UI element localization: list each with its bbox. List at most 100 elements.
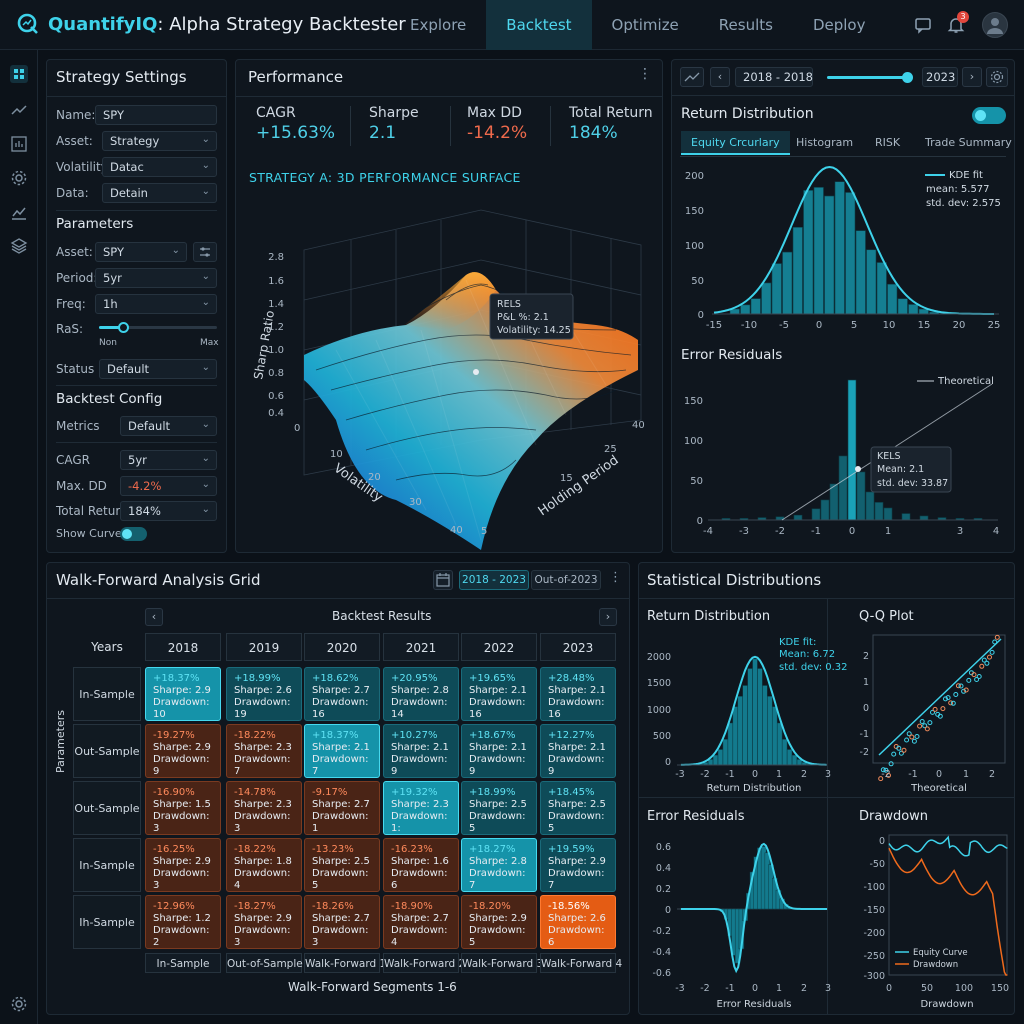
grid-cell[interactable]: +10.27% Sharpe: 2.1 Drawdown: 9	[383, 724, 459, 778]
histogram-bars	[729, 181, 992, 315]
data-select[interactable]: Detain ⌄	[102, 183, 217, 203]
segment-label[interactable]: Walk-Forward 2	[383, 953, 465, 973]
return-bar	[762, 685, 768, 766]
grid-cell[interactable]: +18.37% Sharpe: 2.1 Drawdown: 7	[304, 724, 380, 778]
nav-explore[interactable]: Explore	[410, 16, 467, 34]
cell-sharpe: Sharpe: 2.9	[234, 913, 292, 924]
nav-deploy[interactable]: Deploy	[812, 16, 866, 34]
grid-cell[interactable]: +18.45% Sharpe: 2.5 Drawdown: 5	[540, 781, 616, 835]
segment-label[interactable]: Walk-Forward 3	[461, 953, 543, 973]
next-range-button[interactable]: ›	[962, 67, 982, 87]
grid-cell[interactable]: +28.48% Sharpe: 2.1 Drawdown: 16	[540, 667, 616, 721]
data-label: Data:	[56, 186, 89, 200]
nav-results[interactable]: Results	[718, 16, 773, 34]
grid-cell[interactable]: -16.90% Sharpe: 1.5 Drawdown: 3	[145, 781, 221, 835]
metrics-select[interactable]: Default ⌄	[120, 416, 217, 436]
calendar-icon	[436, 573, 450, 587]
cell-drawdown: Drawdown: 16	[312, 697, 369, 720]
year-field[interactable]: 2023	[922, 67, 958, 87]
ras-slider-track[interactable]	[99, 322, 217, 333]
gear-icon[interactable]	[9, 168, 29, 188]
grid-cell[interactable]: -18.26% Sharpe: 2.7 Drawdown: 3	[304, 895, 380, 949]
grid-cell[interactable]: -14.78% Sharpe: 2.3 Drawdown: 3	[226, 781, 302, 835]
trend-icon[interactable]	[9, 100, 29, 120]
maxdd-value: -4.2%	[128, 479, 162, 493]
line-chart-icon[interactable]	[9, 202, 29, 222]
year-header: 2022	[461, 633, 537, 661]
grid-cell[interactable]: -18.20% Sharpe: 2.9 Drawdown: 5	[461, 895, 537, 949]
layers-icon[interactable]	[9, 236, 29, 256]
segment-label[interactable]: Walk-Forward 4	[540, 953, 622, 973]
more-menu-icon[interactable]: ⋮	[609, 570, 622, 585]
grid-cell[interactable]: +18.62% Sharpe: 2.7 Drawdown: 16	[304, 667, 380, 721]
grid-cell[interactable]: +18.37% Sharpe: 2.9 Drawdown: 10	[145, 667, 221, 721]
tab-trade-summary[interactable]: Trade Summary	[925, 136, 1012, 149]
settings-icon[interactable]	[9, 994, 29, 1014]
next-results-button[interactable]: ›	[599, 608, 617, 626]
period-select[interactable]: 5yr ⌄	[95, 268, 217, 288]
grid-cell[interactable]: -16.25% Sharpe: 2.9 Drawdown: 3	[145, 838, 221, 892]
filter-button[interactable]	[193, 242, 217, 262]
tab-equity[interactable]: Equity Crcurlary	[681, 131, 790, 155]
settings-button[interactable]	[986, 67, 1008, 87]
tab-risk[interactable]: RISK	[875, 136, 901, 149]
performance-title: Performance	[248, 68, 344, 86]
grid-cell[interactable]: -9.17% Sharpe: 2.7 Drawdown: 1	[304, 781, 380, 835]
grid-cell[interactable]: +18.27% Sharpe: 2.8 Drawdown: 7	[461, 838, 537, 892]
cell-return: +19.65%	[469, 673, 516, 684]
dashboard-icon[interactable]	[9, 64, 29, 84]
status-select[interactable]: Default ⌄	[99, 359, 217, 379]
calendar-button[interactable]	[433, 570, 453, 590]
distribution-toggle[interactable]	[972, 107, 1006, 124]
name-input[interactable]: SPY	[95, 105, 217, 125]
chart-icon[interactable]	[9, 134, 29, 154]
total-return-select[interactable]: 184% ⌄	[120, 501, 217, 521]
grid-cell[interactable]: -18.90% Sharpe: 2.7 Drawdown: 4	[383, 895, 459, 949]
grid-cell[interactable]: -19.27% Sharpe: 2.9 Drawdown: 9	[145, 724, 221, 778]
svg-text:150: 150	[684, 396, 703, 407]
maxdd-select[interactable]: -4.2% ⌄	[120, 476, 217, 496]
show-curve-toggle[interactable]	[120, 527, 147, 541]
tab-histogram[interactable]: Histogram	[796, 136, 854, 149]
avatar[interactable]	[982, 12, 1008, 38]
svg-text:-10: -10	[741, 320, 757, 331]
segment-label[interactable]: In-Sample	[145, 953, 221, 973]
segment-label[interactable]: Out-of-Sample	[226, 953, 303, 973]
grid-cell[interactable]: -18.22% Sharpe: 1.8 Drawdown: 4	[226, 838, 302, 892]
more-menu-icon[interactable]: ⋮	[638, 66, 652, 82]
chart-type-button[interactable]	[680, 67, 704, 87]
range-button[interactable]: 2018 - 2023	[459, 570, 529, 590]
prev-range-button[interactable]: ‹	[710, 67, 730, 87]
segment-label[interactable]: Walk-Forward 1	[304, 953, 386, 973]
grid-cell[interactable]: -12.96% Sharpe: 1.2 Drawdown: 2	[145, 895, 221, 949]
grid-cell[interactable]: -13.23% Sharpe: 2.5 Drawdown: 5	[304, 838, 380, 892]
year-slider[interactable]	[827, 72, 913, 83]
grid-cell[interactable]: +19.59% Sharpe: 2.9 Drawdown: 7	[540, 838, 616, 892]
freq-select[interactable]: 1h ⌄	[95, 294, 217, 314]
grid-cell[interactable]: -16.23% Sharpe: 1.6 Drawdown: 6	[383, 838, 459, 892]
oos-button[interactable]: Out-of-2023	[531, 570, 601, 590]
grid-cell[interactable]: -18.22% Sharpe: 2.3 Drawdown: 7	[226, 724, 302, 778]
grid-cell[interactable]: +19.32% Sharpe: 2.3 Drawdown: 1:	[383, 781, 459, 835]
grid-cell[interactable]: +12.27% Sharpe: 2.1 Drawdown: 9	[540, 724, 616, 778]
param-asset-select[interactable]: SPY ⌄	[95, 242, 187, 262]
grid-cell[interactable]: -18.27% Sharpe: 2.9 Drawdown: 3	[226, 895, 302, 949]
ras-slider-handle[interactable]	[117, 322, 129, 333]
grid-cell[interactable]: -18.56% Sharpe: 2.6 Drawdown: 6	[540, 895, 616, 949]
prev-results-button[interactable]: ‹	[145, 608, 163, 626]
cagr-select[interactable]: 5yr ⌄	[120, 450, 217, 470]
nav-backtest[interactable]: Backtest	[486, 0, 592, 50]
grid-cell[interactable]: +19.65% Sharpe: 2.1 Drawdown: 16	[461, 667, 537, 721]
grid-cell[interactable]: +18.99% Sharpe: 2.5 Drawdown: 5	[461, 781, 537, 835]
nav-optimize[interactable]: Optimize	[611, 16, 679, 34]
volatility-select[interactable]: Datac ⌄	[102, 157, 217, 177]
date-range-field[interactable]: 2018 - 2018	[735, 67, 813, 87]
svg-text:-2: -2	[775, 526, 785, 537]
user-icon	[987, 18, 1003, 34]
grid-cell[interactable]: +18.67% Sharpe: 2.1 Drawdown: 9	[461, 724, 537, 778]
year-slider-handle[interactable]	[902, 72, 913, 83]
grid-cell[interactable]: +18.99% Sharpe: 2.6 Drawdown: 19	[226, 667, 302, 721]
grid-cell[interactable]: +20.95% Sharpe: 2.8 Drawdown: 14	[383, 667, 459, 721]
chat-icon[interactable]	[913, 15, 933, 35]
asset-select[interactable]: Strategy ⌄	[102, 131, 217, 151]
